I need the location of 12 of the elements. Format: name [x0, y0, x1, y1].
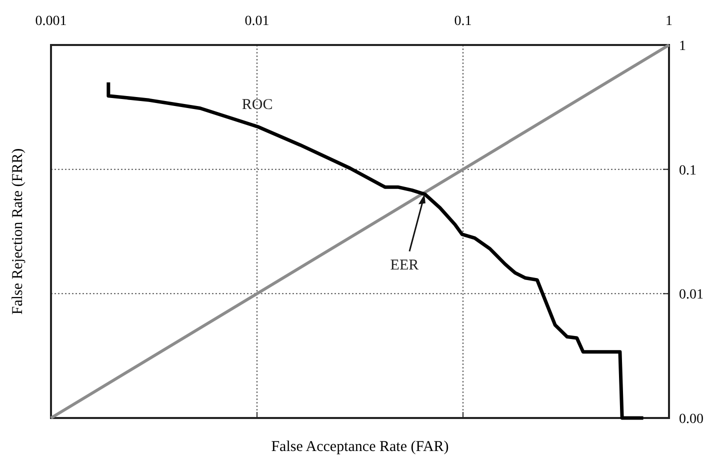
x-axis-title: False Acceptance Rate (FAR) [271, 439, 449, 455]
y-tick-label: 0.1 [679, 163, 696, 178]
x-tick-label: 1 [666, 14, 672, 29]
y-tick-label: 0.00 [679, 412, 704, 427]
x-tick-label: 0.1 [454, 14, 472, 29]
y-tick-label: 1 [679, 39, 686, 54]
y-axis-title: False Rejection Rate (FRR) [10, 148, 26, 315]
x-tick-label: 0.01 [244, 14, 270, 29]
annotation: EER [390, 257, 419, 274]
x-tick-label: 0.001 [35, 14, 67, 29]
y-tick-label: 0.01 [679, 288, 704, 303]
series-label: ROC [242, 96, 273, 113]
